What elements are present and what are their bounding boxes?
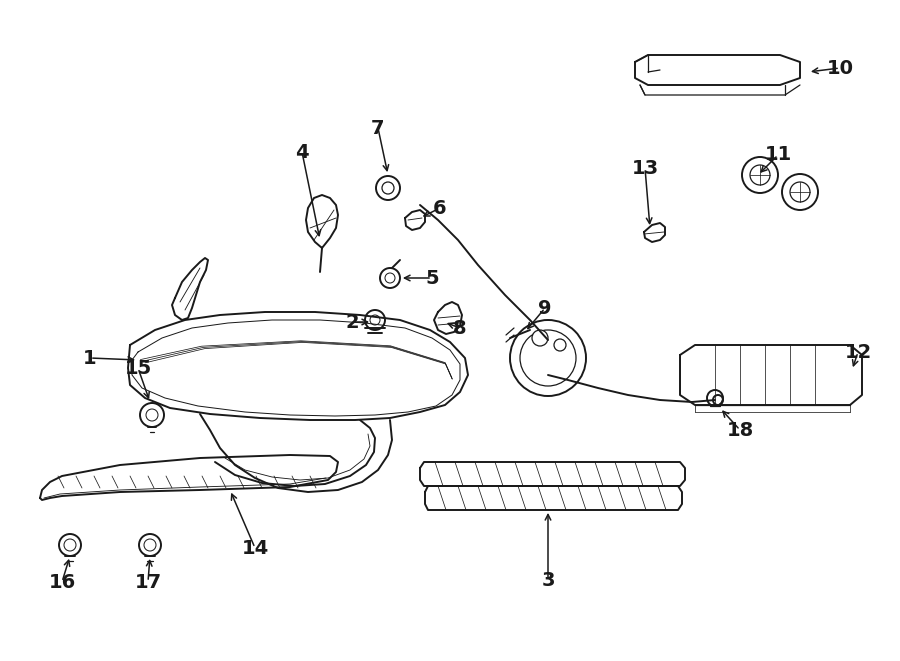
Text: 11: 11 — [764, 145, 792, 165]
Text: 2: 2 — [346, 313, 359, 332]
Text: 12: 12 — [844, 342, 871, 362]
Text: 6: 6 — [433, 198, 446, 217]
Text: 17: 17 — [134, 572, 162, 592]
Circle shape — [532, 330, 548, 346]
Text: 14: 14 — [241, 539, 268, 557]
Text: 8: 8 — [454, 319, 467, 338]
Text: 3: 3 — [541, 570, 554, 590]
Text: 7: 7 — [371, 118, 385, 137]
Text: 5: 5 — [425, 268, 439, 288]
Text: 9: 9 — [538, 299, 552, 317]
Text: 16: 16 — [49, 572, 76, 592]
Text: 13: 13 — [632, 159, 659, 178]
Text: 15: 15 — [124, 358, 151, 377]
Text: 18: 18 — [726, 420, 753, 440]
Text: 10: 10 — [826, 59, 853, 77]
Text: 4: 4 — [295, 143, 309, 161]
Text: 1: 1 — [83, 348, 97, 368]
